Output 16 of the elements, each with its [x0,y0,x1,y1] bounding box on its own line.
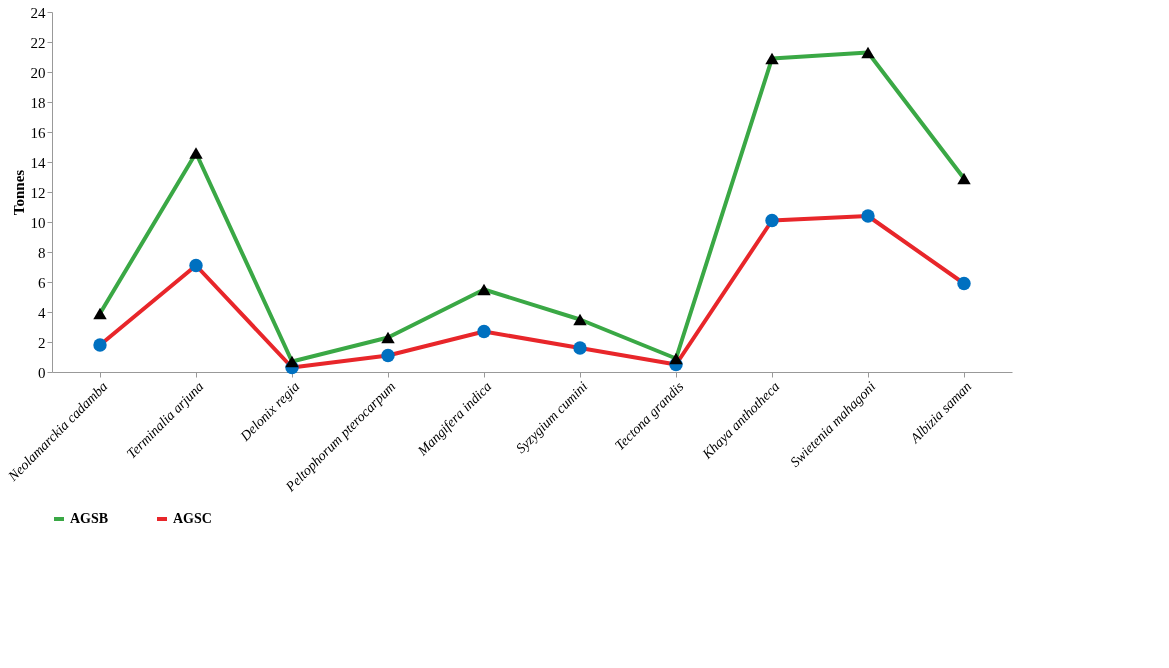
y-axis-title: Tonnes [10,169,27,216]
y-tick-label: 6 [38,274,46,291]
y-tick-label: 2 [38,334,46,351]
y-tick-label: 10 [30,214,46,231]
y-tick-label: 4 [38,304,46,321]
y-tick-label: 14 [30,154,46,171]
y-tick-label: 20 [30,64,46,81]
legend-label: AGSC [173,511,212,526]
y-tick-label: 12 [30,184,46,201]
legend-label: AGSB [70,511,109,526]
y-tick-label: 0 [38,364,46,381]
y-tick-label: 22 [30,34,46,51]
y-tick-label: 16 [30,124,46,141]
y-tick-label: 24 [30,4,46,21]
y-tick-label: 18 [30,94,46,111]
y-tick-label: 8 [38,244,46,261]
